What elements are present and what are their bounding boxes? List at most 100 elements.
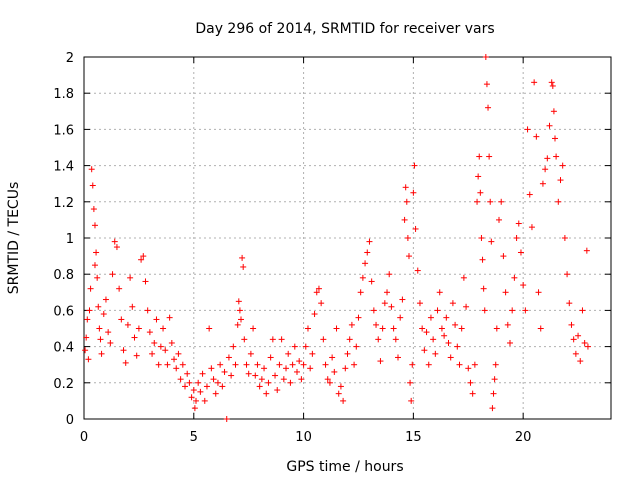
data-point (265, 379, 272, 386)
data-point (443, 314, 450, 321)
data-point (82, 347, 89, 354)
data-point (531, 79, 538, 86)
data-point (241, 336, 248, 343)
data-point (272, 372, 279, 379)
data-point (483, 81, 490, 88)
data-point (522, 307, 529, 314)
data-point (388, 303, 395, 310)
data-point (405, 253, 412, 260)
data-point (96, 325, 103, 332)
data-point (482, 54, 489, 60)
data-point (182, 383, 189, 390)
data-point (397, 314, 404, 321)
data-point (409, 361, 416, 368)
data-point (408, 397, 415, 404)
data-point (471, 361, 478, 368)
data-point (83, 334, 90, 341)
data-point (223, 416, 230, 422)
data-point (559, 162, 566, 169)
data-point (414, 267, 421, 274)
data-point (381, 300, 388, 307)
data-point (476, 153, 483, 160)
data-point (155, 361, 162, 368)
data-point (357, 289, 364, 296)
data-point (564, 271, 571, 278)
data-point (449, 300, 456, 307)
data-point (568, 321, 575, 328)
data-point (142, 278, 149, 285)
data-point (217, 361, 224, 368)
y-tick-label: 0 (66, 413, 74, 428)
data-point (498, 198, 505, 205)
data-point (86, 307, 93, 314)
data-point (228, 372, 235, 379)
data-point (283, 365, 290, 372)
scatter-points (82, 54, 591, 422)
data-point (477, 189, 484, 196)
data-point (570, 336, 577, 343)
data-point (441, 332, 448, 339)
data-point (164, 361, 171, 368)
data-point (88, 166, 95, 173)
data-point (232, 361, 239, 368)
data-point (197, 388, 204, 395)
x-tick-label: 20 (515, 430, 532, 445)
data-point (90, 206, 97, 213)
data-point (300, 361, 307, 368)
data-point (346, 336, 353, 343)
data-point (131, 334, 138, 341)
data-point (583, 247, 590, 254)
data-point (337, 383, 344, 390)
data-point (454, 343, 461, 350)
x-tick-label: 10 (295, 430, 312, 445)
data-point (261, 365, 268, 372)
data-point (511, 274, 518, 281)
data-point (162, 347, 169, 354)
data-point (506, 339, 513, 346)
data-point (278, 336, 285, 343)
data-point (256, 383, 263, 390)
data-point (188, 394, 195, 401)
y-tick-label: 1.8 (53, 87, 74, 102)
data-point (370, 307, 377, 314)
data-point (94, 274, 101, 281)
data-point (230, 343, 237, 350)
data-point (191, 405, 198, 412)
data-point (359, 274, 366, 281)
data-point (289, 361, 296, 368)
data-point (552, 135, 559, 142)
y-tick-label: 1.2 (53, 196, 74, 211)
data-point (566, 300, 573, 307)
data-point (89, 182, 96, 189)
data-point (151, 339, 158, 346)
data-point (500, 253, 507, 260)
data-point (496, 216, 503, 223)
data-point (432, 350, 439, 357)
data-point (412, 225, 419, 232)
data-point (100, 311, 107, 318)
data-point (195, 379, 202, 386)
data-point (287, 379, 294, 386)
data-point (581, 339, 588, 346)
data-point (267, 354, 274, 361)
data-point (234, 321, 241, 328)
data-point (490, 390, 497, 397)
data-point (524, 126, 531, 133)
data-point (549, 82, 556, 89)
data-point (430, 336, 437, 343)
y-tick-label: 0.4 (53, 341, 74, 356)
data-point (425, 361, 432, 368)
plot-frame (83, 56, 612, 420)
data-point (240, 263, 247, 270)
data-point (348, 321, 355, 328)
data-point (91, 222, 98, 229)
data-point (368, 278, 375, 285)
data-point (373, 321, 380, 328)
data-point (146, 329, 153, 336)
data-point (219, 383, 226, 390)
data-point (206, 325, 213, 332)
data-point (324, 376, 331, 383)
data-point (315, 285, 322, 292)
data-point (535, 289, 542, 296)
y-tick-label: 0.6 (53, 304, 74, 319)
